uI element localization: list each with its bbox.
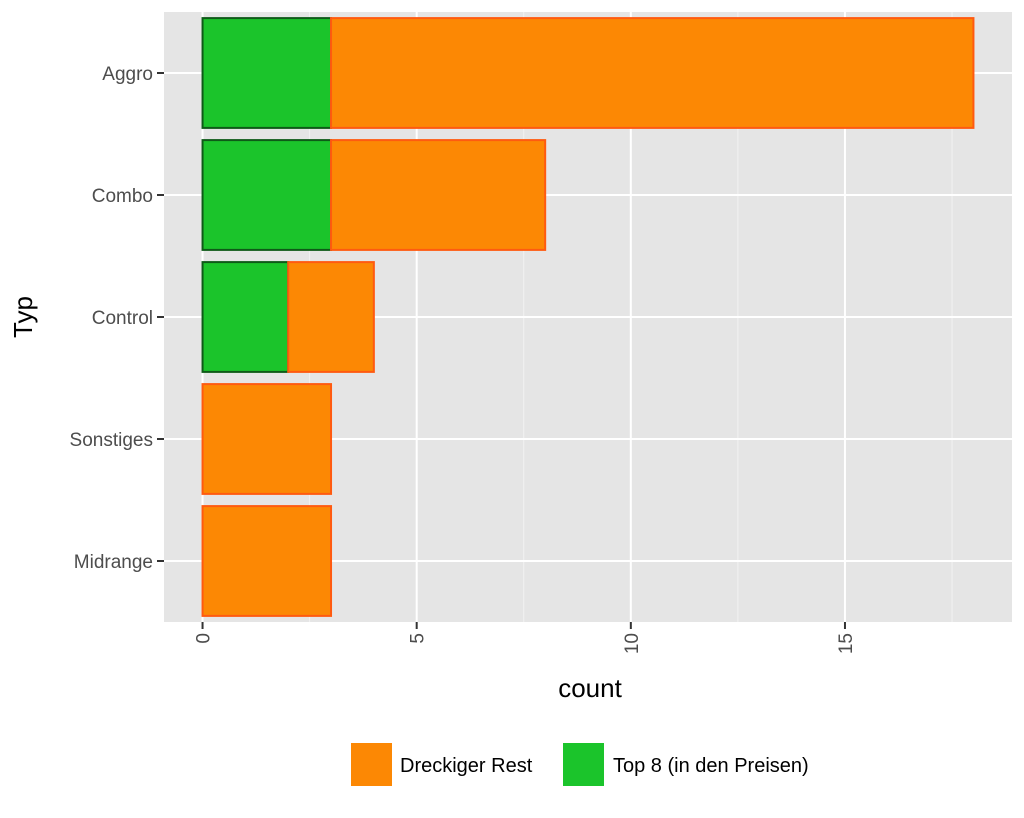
bars	[201, 17, 975, 617]
y-tick-label: Midrange	[74, 552, 153, 573]
bar-aggro-dreckiger-rest	[330, 17, 975, 129]
legend-label-dreckiger-rest: Dreckiger Rest	[400, 755, 533, 777]
y-axis: Aggro Combo Control Sonstiges Midrange	[70, 64, 164, 573]
y-axis-title: Typ	[8, 296, 38, 338]
y-tick-label: Aggro	[102, 64, 153, 85]
legend-key-top-8	[563, 743, 604, 786]
x-tick-label: 10	[622, 633, 643, 654]
bar-midrange-dreckiger-rest	[201, 505, 333, 617]
x-axis: 0 5 10 15	[194, 622, 857, 654]
x-tick-label: 5	[408, 633, 429, 644]
legend: Dreckiger Rest Top 8 (in den Preisen)	[351, 743, 809, 786]
x-tick-label: 15	[836, 633, 857, 654]
bar-control-top8	[201, 261, 290, 373]
legend-label-top-8: Top 8 (in den Preisen)	[613, 755, 809, 777]
bar-control-dreckiger-rest	[287, 261, 375, 373]
bar-combo-top8	[201, 139, 333, 251]
bar-sonstiges-dreckiger-rest	[201, 383, 333, 495]
x-tick-label: 0	[194, 633, 215, 644]
bar-combo-dreckiger-rest	[330, 139, 547, 251]
y-tick-label: Sonstiges	[70, 430, 153, 451]
x-axis-title: count	[558, 673, 622, 703]
y-tick-label: Combo	[92, 186, 153, 207]
legend-key-dreckiger-rest	[351, 743, 392, 786]
bar-aggro-top8	[201, 17, 333, 129]
y-tick-label: Control	[92, 308, 153, 329]
